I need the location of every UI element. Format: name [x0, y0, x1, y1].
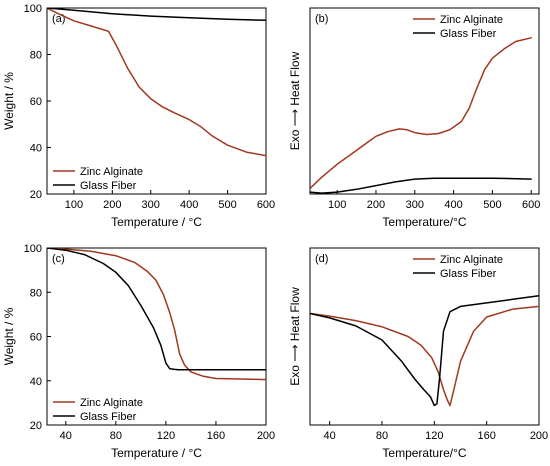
- x-tick-label: 400: [444, 199, 462, 211]
- x-tick-label: 400: [180, 199, 198, 211]
- series-line-glass-fiber: [47, 248, 266, 371]
- panel-tag: (b): [315, 13, 328, 25]
- x-tick-label: 40: [60, 430, 72, 442]
- y-axis-title: Exo ⟶ Heat Flow: [288, 287, 302, 386]
- y-tick-label: 20: [30, 420, 42, 432]
- x-tick-label: 100: [65, 199, 83, 211]
- x-tick-label: 100: [328, 199, 346, 211]
- panel-tag: (a): [52, 13, 65, 25]
- x-tick-label: 120: [157, 430, 175, 442]
- legend-label: Glass Fiber: [80, 180, 137, 192]
- legend-label: Zinc Alginate: [440, 254, 503, 266]
- legend-label: Zinc Alginate: [80, 166, 143, 178]
- y-tick-label: 40: [30, 143, 42, 155]
- y-tick-label: 80: [30, 50, 42, 62]
- panel-tag: (d): [315, 253, 328, 265]
- x-tick-label: 200: [367, 199, 385, 211]
- series-line-zinc-alginate: [47, 8, 266, 157]
- y-axis-title: Exo ⟶ Heat Flow: [288, 51, 302, 150]
- legend-label: Glass Fiber: [440, 28, 497, 40]
- x-tick-label: 200: [103, 199, 121, 211]
- x-tick-label: 600: [257, 199, 275, 211]
- x-axis-title: Temperature/°C: [382, 215, 466, 229]
- y-tick-label: 100: [24, 243, 42, 255]
- x-tick-label: 80: [110, 430, 122, 442]
- series-line-glass-fiber: [310, 295, 539, 407]
- y-axis-title: Weight / %: [2, 72, 16, 130]
- chart-panel-c: 40 80 120 160 200 20 40 60 80 100 Temperature / °C…: [2, 243, 275, 460]
- x-tick-label: 160: [477, 430, 495, 442]
- x-tick-label: 300: [142, 199, 160, 211]
- chart-panel-d: 40 80 120 160 200 Temperature/°C Exo ⟶ Heat Fl…: [288, 247, 548, 460]
- plot-frame: [309, 7, 540, 195]
- x-tick-label: 200: [257, 430, 275, 442]
- x-tick-label: 500: [483, 199, 501, 211]
- y-tick-label: 80: [30, 287, 42, 299]
- series-line-glass-fiber: [47, 8, 266, 22]
- x-tick-label: 200: [530, 430, 548, 442]
- panel-tag: (c): [52, 253, 65, 265]
- chart-panel-b: 100 200 300 400 500 600 Temperature/°C Exo ⟶ He…: [288, 7, 540, 229]
- chart-panel-a: 100 200 300 400 500 600 20 40 60 80 100 Temperature…: [2, 3, 275, 229]
- y-tick-label: 40: [30, 376, 42, 388]
- legend-label: Glass Fiber: [440, 268, 497, 280]
- series-line-zinc-alginate: [310, 305, 539, 407]
- plot-frame: [309, 247, 540, 426]
- legend-label: Zinc Alginate: [80, 397, 143, 409]
- x-axis-title: Temperature / °C: [111, 446, 202, 460]
- series-line-zinc-alginate: [310, 37, 532, 190]
- x-tick-label: 500: [218, 199, 236, 211]
- y-tick-label: 20: [30, 189, 42, 201]
- series-line-glass-fiber: [310, 177, 532, 194]
- y-axis-title: Weight / %: [2, 307, 16, 365]
- x-tick-label: 160: [207, 430, 225, 442]
- x-axis-title: Temperature / °C: [111, 215, 202, 229]
- x-tick-label: 80: [376, 430, 388, 442]
- x-axis-title: Temperature/°C: [382, 446, 466, 460]
- y-tick-label: 60: [30, 332, 42, 344]
- legend-label: Zinc Alginate: [440, 14, 503, 26]
- x-tick-label: 600: [522, 199, 540, 211]
- series-line-zinc-alginate: [47, 248, 266, 381]
- y-tick-label: 60: [30, 96, 42, 108]
- legend-label: Glass Fiber: [80, 411, 137, 423]
- x-tick-label: 120: [425, 430, 443, 442]
- x-tick-label: 300: [406, 199, 424, 211]
- y-tick-label: 100: [24, 3, 42, 15]
- x-tick-label: 40: [324, 430, 336, 442]
